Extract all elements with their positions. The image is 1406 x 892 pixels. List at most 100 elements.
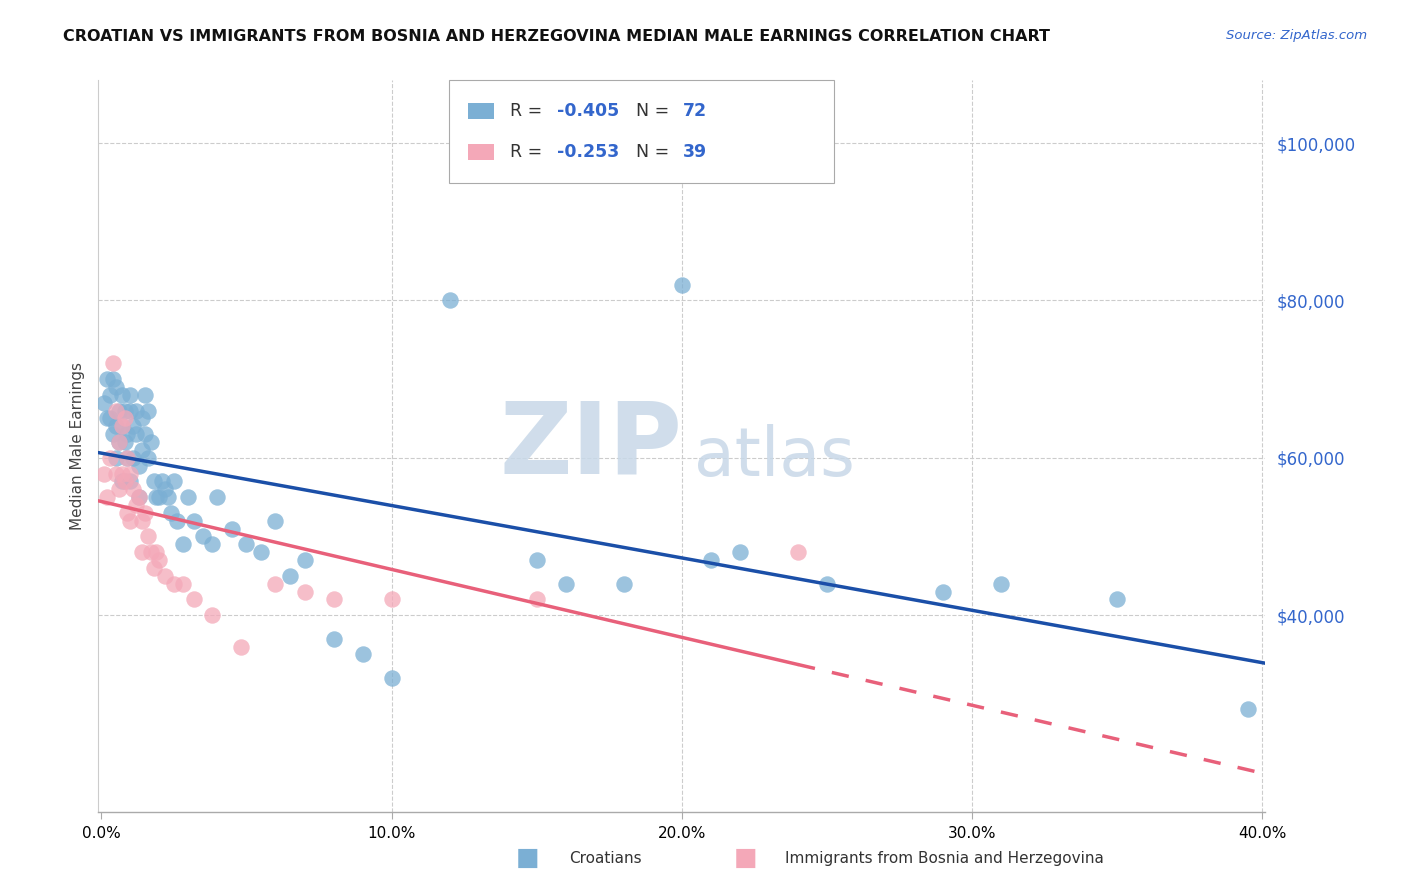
Point xyxy=(932,584,955,599)
Point xyxy=(153,568,176,582)
Text: ■: ■ xyxy=(516,847,538,870)
Point xyxy=(352,648,374,662)
Point xyxy=(101,372,124,386)
Point xyxy=(125,403,148,417)
Point xyxy=(153,482,176,496)
Point xyxy=(131,411,153,425)
Point xyxy=(131,514,153,528)
Text: Immigrants from Bosnia and Herzegovina: Immigrants from Bosnia and Herzegovina xyxy=(785,851,1104,865)
Point xyxy=(114,435,136,450)
Point xyxy=(107,435,129,450)
Point xyxy=(671,277,693,292)
Point xyxy=(96,372,118,386)
Text: ZIP: ZIP xyxy=(499,398,682,494)
Point xyxy=(122,482,145,496)
Point xyxy=(111,419,134,434)
Point xyxy=(183,592,205,607)
Point xyxy=(111,467,134,481)
Point xyxy=(134,388,156,402)
Point xyxy=(117,506,139,520)
Point xyxy=(104,450,127,465)
Point xyxy=(250,545,273,559)
Point xyxy=(98,388,121,402)
Point xyxy=(136,529,159,543)
Text: CROATIAN VS IMMIGRANTS FROM BOSNIA AND HERZEGOVINA MEDIAN MALE EARNINGS CORRELAT: CROATIAN VS IMMIGRANTS FROM BOSNIA AND H… xyxy=(63,29,1050,45)
Point xyxy=(117,427,139,442)
Point xyxy=(98,450,121,465)
Point xyxy=(145,490,167,504)
Point xyxy=(98,411,121,425)
Point xyxy=(142,561,165,575)
Point xyxy=(136,403,159,417)
Point xyxy=(172,537,194,551)
Point xyxy=(815,576,838,591)
Point xyxy=(107,403,129,417)
Point xyxy=(177,490,200,504)
Point xyxy=(107,482,129,496)
Point xyxy=(787,545,810,559)
Text: 39: 39 xyxy=(683,144,707,161)
Point xyxy=(613,576,636,591)
Point xyxy=(235,537,257,551)
FancyBboxPatch shape xyxy=(468,103,494,119)
Point xyxy=(700,553,723,567)
Point xyxy=(128,490,150,504)
Point xyxy=(201,608,224,623)
Point xyxy=(93,396,115,410)
Point xyxy=(278,568,301,582)
Point xyxy=(104,419,127,434)
Point xyxy=(122,450,145,465)
Point xyxy=(439,293,461,308)
Text: N =: N = xyxy=(637,102,675,120)
Point xyxy=(120,514,142,528)
Point xyxy=(131,442,153,457)
Point xyxy=(139,545,162,559)
Text: Croatians: Croatians xyxy=(569,851,643,865)
Point xyxy=(114,411,136,425)
Point xyxy=(104,467,127,481)
Point xyxy=(104,403,127,417)
Point xyxy=(142,475,165,489)
Y-axis label: Median Male Earnings: Median Male Earnings xyxy=(69,362,84,530)
Point xyxy=(134,427,156,442)
Point xyxy=(104,380,127,394)
Point xyxy=(148,553,170,567)
Point xyxy=(117,450,139,465)
Point xyxy=(160,506,183,520)
Point xyxy=(294,584,316,599)
Point xyxy=(111,475,134,489)
Point xyxy=(207,490,229,504)
Point xyxy=(294,553,316,567)
Point xyxy=(157,490,180,504)
Point xyxy=(990,576,1012,591)
Point xyxy=(131,545,153,559)
Point xyxy=(128,458,150,473)
Point xyxy=(163,475,186,489)
FancyBboxPatch shape xyxy=(449,80,834,183)
Point xyxy=(117,450,139,465)
Text: R =: R = xyxy=(510,144,548,161)
Point xyxy=(1107,592,1129,607)
Point xyxy=(163,576,186,591)
Text: atlas: atlas xyxy=(693,424,855,490)
Point xyxy=(221,522,243,536)
Point xyxy=(201,537,224,551)
FancyBboxPatch shape xyxy=(468,145,494,161)
Point xyxy=(120,388,142,402)
Point xyxy=(125,427,148,442)
Text: -0.405: -0.405 xyxy=(557,102,619,120)
Point xyxy=(264,576,287,591)
Text: Source: ZipAtlas.com: Source: ZipAtlas.com xyxy=(1226,29,1367,43)
Point xyxy=(125,498,148,512)
Point xyxy=(1237,702,1260,716)
Text: R =: R = xyxy=(510,102,548,120)
Point xyxy=(728,545,751,559)
Point xyxy=(120,467,142,481)
Point xyxy=(128,490,150,504)
Point xyxy=(96,490,118,504)
Point xyxy=(172,576,194,591)
Point xyxy=(381,592,404,607)
Point xyxy=(554,576,576,591)
Point xyxy=(101,356,124,370)
Point xyxy=(111,419,134,434)
